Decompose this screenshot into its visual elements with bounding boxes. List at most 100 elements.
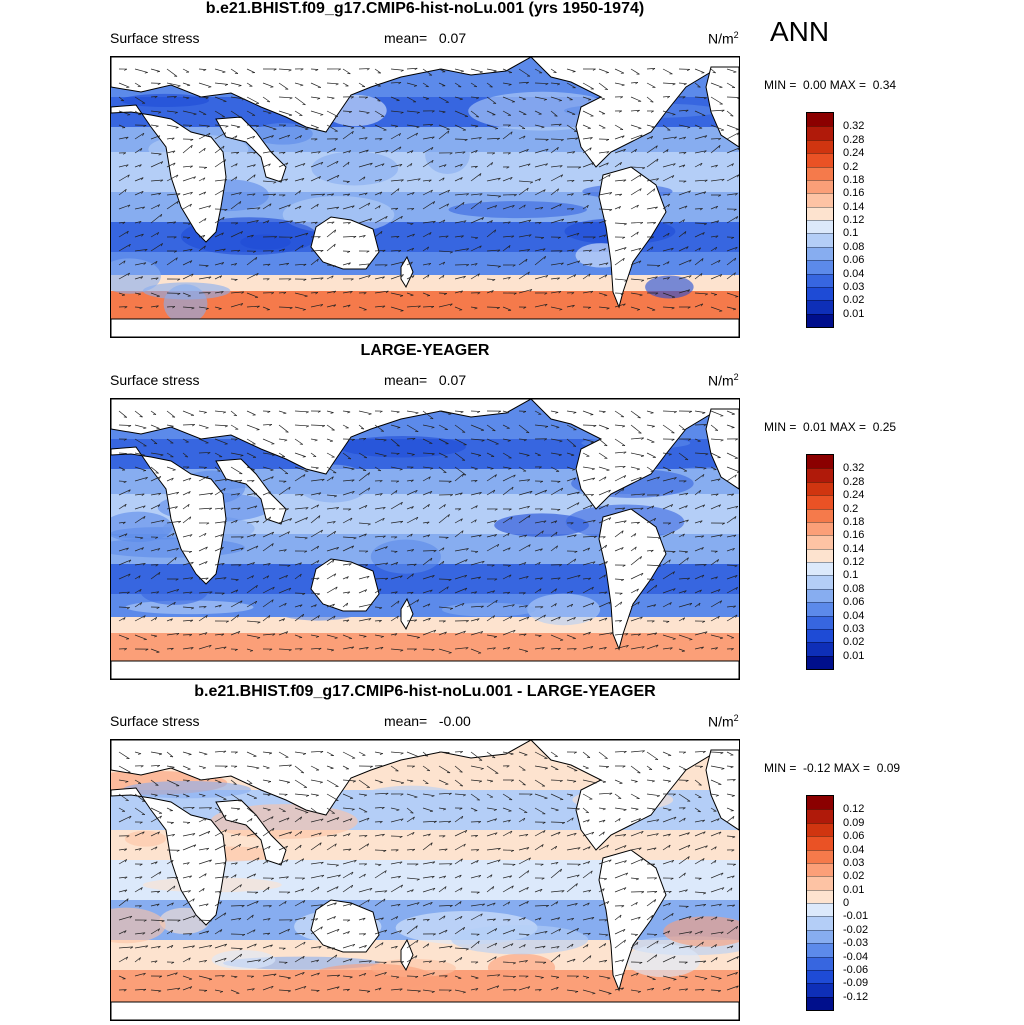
colorbar-swatch (807, 983, 833, 996)
colorbar-tick-label: 0.03 (843, 858, 864, 869)
colorbar-swatch (807, 575, 833, 588)
min-max-readout: MIN = 0.01 MAX = 0.25 (764, 420, 896, 434)
min-label: MIN = (764, 761, 796, 775)
map-svg (111, 740, 739, 1020)
colorbar-swatch (807, 629, 833, 642)
colorbar-swatch (807, 468, 833, 481)
units-label: N/m2 (708, 372, 739, 389)
colorbar-tick-label: 0.12 (843, 804, 864, 815)
colorbar-tick-label: 0.14 (843, 202, 864, 213)
colorbar-swatch (807, 836, 833, 849)
colorbar-swatch (807, 796, 833, 809)
mean-label: mean= (384, 713, 427, 729)
min-max-readout: MIN = -0.12 MAX = 0.09 (764, 761, 900, 775)
colorbar-tick-label: 0.12 (843, 557, 864, 568)
colorbar-swatch (807, 876, 833, 889)
max-value: 0.34 (873, 78, 896, 92)
colorbar-tick-label: 0.16 (843, 188, 864, 199)
colorbar-tick-label: 0.01 (843, 885, 864, 896)
colorbar-swatch (807, 589, 833, 602)
variable-label: Surface stress (110, 713, 199, 729)
colorbar-swatch (807, 890, 833, 903)
colorbar-tick-label: 0.04 (843, 269, 864, 280)
colorbar-tick-label: 0.01 (843, 309, 864, 320)
colorbar-tick-label: 0.02 (843, 637, 864, 648)
colorbar-tick-label: -0.12 (843, 992, 868, 1003)
panel-title: b.e21.BHIST.f09_g17.CMIP6-hist-noLu.001 … (110, 683, 740, 701)
colorbar-tick-label: 0.09 (843, 818, 864, 829)
units-exponent: 2 (734, 30, 739, 40)
colorbar-tick-label: 0.28 (843, 477, 864, 488)
colorbar-tick-label: -0.01 (843, 911, 868, 922)
colorbar-tick-label: -0.09 (843, 978, 868, 989)
map-plot (110, 56, 740, 338)
colorbar-swatch (807, 535, 833, 548)
units-base: N/m (708, 373, 734, 389)
colorbar-swatch (807, 247, 833, 260)
variable-label: Surface stress (110, 30, 199, 46)
colorbar-swatch (807, 863, 833, 876)
mean-value: -0.00 (439, 713, 471, 729)
colorbar-swatch (807, 509, 833, 522)
colorbar-tick-label: 0.24 (843, 490, 864, 501)
min-value: 0.01 (803, 420, 826, 434)
colorbar-swatch (807, 522, 833, 535)
colorbar-swatch (807, 300, 833, 313)
colorbar-tick-label: 0.12 (843, 215, 864, 226)
colorbar-swatch (807, 167, 833, 180)
panel-1: b.e21.BHIST.f09_g17.CMIP6-hist-noLu.001 … (0, 0, 1024, 342)
colorbar-swatch (807, 903, 833, 916)
map-svg (111, 399, 739, 679)
panel-title: LARGE-YEAGER (110, 342, 740, 360)
colorbar-tick-label: -0.04 (843, 952, 868, 963)
colorbar-swatch (807, 153, 833, 166)
colorbar-swatch (807, 823, 833, 836)
colorbar-swatch (807, 916, 833, 929)
mean-label: mean= (384, 30, 427, 46)
colorbar-swatch (807, 287, 833, 300)
colorbar-tick-label: -0.06 (843, 965, 868, 976)
colorbar-swatch (807, 616, 833, 629)
colorbar-tick-label: 0.1 (843, 228, 858, 239)
units-base: N/m (708, 714, 734, 730)
colorbar-swatch (807, 495, 833, 508)
colorbar-swatch (807, 642, 833, 655)
map-plot (110, 398, 740, 680)
colorbar-tick-label: 0.04 (843, 611, 864, 622)
colorbar-tick-label: 0.32 (843, 463, 864, 474)
colorbar-swatch (807, 549, 833, 562)
colorbar-swatch (807, 997, 833, 1010)
max-value: 0.25 (873, 420, 896, 434)
colorbar-swatch (807, 602, 833, 615)
colorbar-tick-label: 0.08 (843, 242, 864, 253)
units-label: N/m2 (708, 30, 739, 47)
colorbar-swatch (807, 140, 833, 153)
colorbar-tick-label: 0.2 (843, 162, 858, 173)
colorbar-tick-label: 0.2 (843, 504, 858, 515)
colorbar-swatch (807, 656, 833, 669)
colorbar-tick-label: 0 (843, 898, 849, 909)
panel-title: b.e21.BHIST.f09_g17.CMIP6-hist-noLu.001 … (110, 0, 740, 18)
colorbar-swatch (807, 809, 833, 822)
min-value: -0.12 (803, 761, 830, 775)
max-label: MAX = (830, 420, 866, 434)
colorbar-swatch (807, 260, 833, 273)
max-value: 0.09 (877, 761, 900, 775)
colorbar-swatch (807, 220, 833, 233)
mean-value: 0.07 (439, 30, 466, 46)
map-svg (111, 57, 739, 337)
units-base: N/m (708, 31, 734, 47)
colorbar-tick-label: 0.02 (843, 295, 864, 306)
colorbar-tick-label: 0.03 (843, 624, 864, 635)
panel-3: b.e21.BHIST.f09_g17.CMIP6-hist-noLu.001 … (0, 683, 1024, 1025)
colorbar-tick-label: 0.16 (843, 530, 864, 541)
colorbar-swatch (807, 274, 833, 287)
colorbar-tick-label: -0.02 (843, 925, 868, 936)
colorbar-tick-label: 0.28 (843, 135, 864, 146)
colorbar-tick-label: 0.14 (843, 544, 864, 555)
colorbar-tick-label: 0.32 (843, 121, 864, 132)
colorbar-swatch (807, 930, 833, 943)
